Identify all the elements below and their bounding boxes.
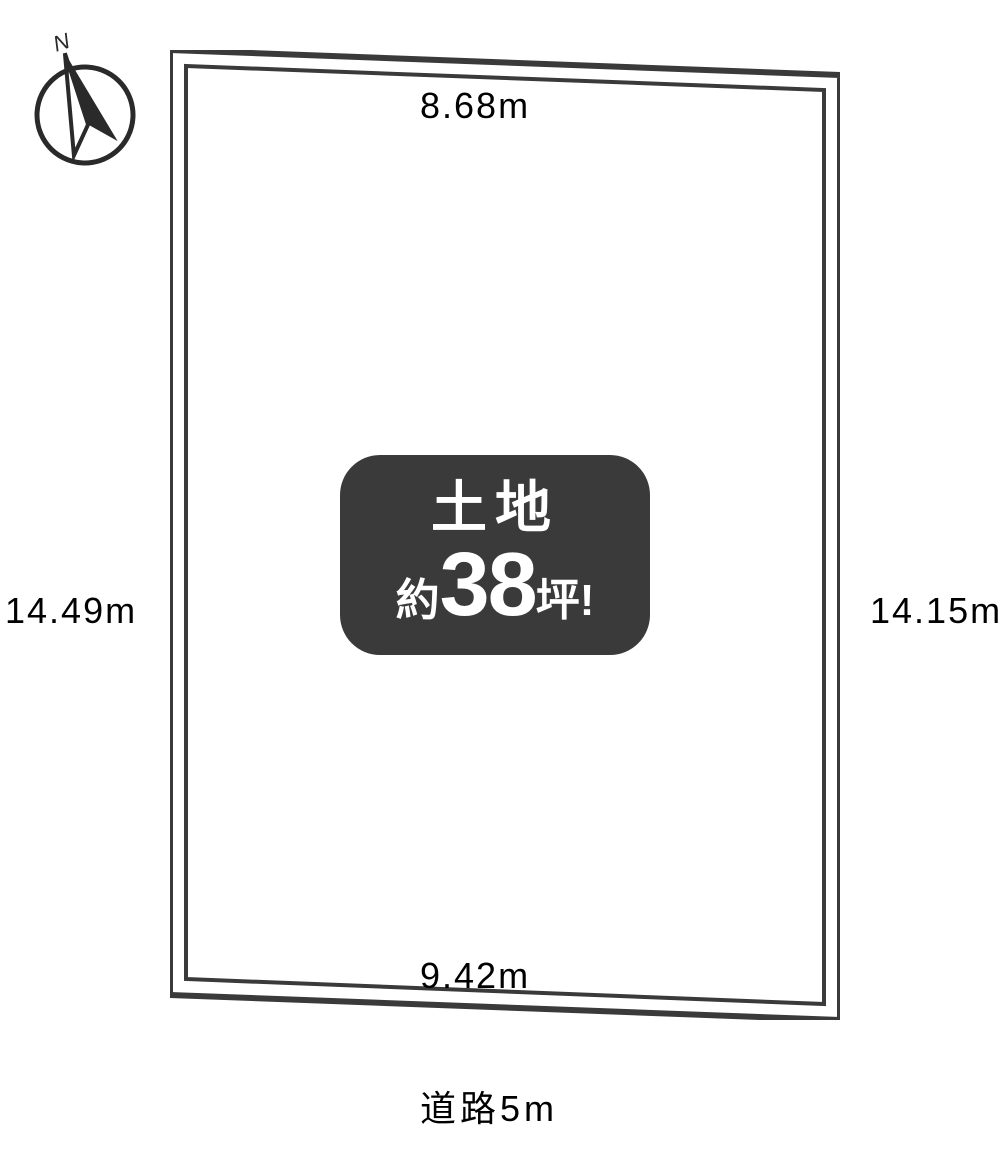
road-label: 道路5m (420, 1080, 558, 1132)
dimension-left: 14.49m (5, 590, 137, 632)
badge-number: 38 (440, 540, 536, 630)
land-area-badge: 土地 約 38 坪! (340, 455, 650, 655)
compass-n-label: N (50, 30, 73, 57)
badge-value-row: 約 38 坪! (396, 540, 595, 630)
land-plot-diagram: N 土地 約 38 坪! 8.68m 14.49m 14.15m 9.42m 道… (0, 0, 1000, 1151)
compass-icon: N (30, 30, 140, 170)
badge-unit: 坪! (536, 579, 595, 623)
dimension-top: 8.68m (420, 85, 530, 127)
badge-approx: 約 (396, 579, 440, 623)
dimension-right: 14.15m (870, 590, 1000, 632)
badge-title: 土地 (431, 480, 559, 536)
dimension-bottom: 9.42m (420, 955, 530, 997)
